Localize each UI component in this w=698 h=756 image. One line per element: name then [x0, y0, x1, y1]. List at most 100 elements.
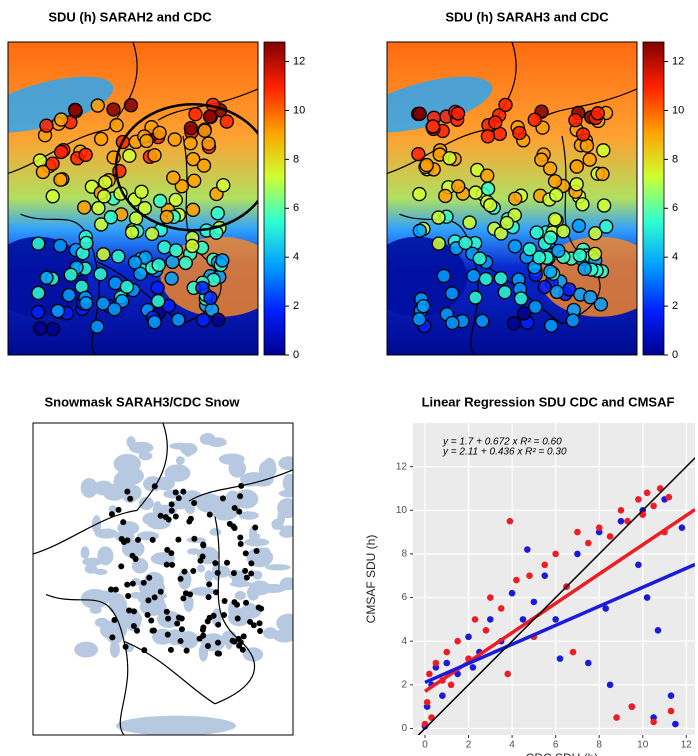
x-tick-label: 12	[681, 740, 693, 751]
station	[91, 200, 106, 216]
point	[569, 648, 577, 656]
y-tick-label: 10	[396, 505, 408, 516]
station	[468, 290, 483, 305]
station	[235, 635, 242, 642]
station	[132, 556, 139, 563]
station	[231, 524, 238, 531]
station	[133, 266, 148, 282]
identity-line	[417, 456, 695, 735]
snow-area	[150, 552, 175, 566]
x-tick-label: 4	[509, 740, 515, 751]
x-tick-label: 6	[553, 740, 559, 751]
station	[165, 516, 172, 523]
point	[447, 681, 455, 689]
snow-area	[278, 456, 293, 471]
snow-area	[218, 499, 241, 516]
point	[487, 616, 494, 623]
station	[31, 236, 46, 251]
point	[469, 664, 477, 671]
station	[219, 114, 234, 129]
point	[482, 626, 490, 634]
station	[111, 249, 126, 264]
station	[125, 592, 132, 599]
y-tick-label: 12	[396, 461, 408, 472]
map	[387, 42, 637, 355]
station	[214, 569, 221, 576]
station	[493, 271, 509, 286]
station	[181, 568, 188, 575]
station	[568, 112, 583, 128]
colorbar-tick-label: 4	[293, 251, 299, 263]
map-frame	[7, 41, 259, 356]
station	[164, 631, 171, 638]
station	[569, 159, 584, 174]
snow-area	[209, 528, 222, 536]
point	[530, 598, 538, 606]
snow-area	[183, 444, 193, 457]
colorbar	[642, 41, 665, 356]
station	[534, 152, 549, 167]
map	[8, 42, 258, 355]
station	[108, 586, 115, 593]
station	[175, 495, 182, 502]
station	[238, 482, 245, 489]
station	[148, 617, 155, 624]
station	[248, 570, 255, 577]
station	[488, 115, 503, 130]
point	[650, 718, 657, 726]
station	[242, 567, 249, 574]
station	[513, 291, 529, 306]
station	[256, 620, 263, 627]
colorbar-tick-label: 10	[293, 104, 305, 116]
station	[549, 284, 565, 300]
station	[150, 280, 165, 295]
station	[174, 620, 181, 627]
station	[472, 251, 487, 266]
station	[141, 647, 148, 654]
station	[498, 97, 513, 112]
point	[635, 496, 642, 503]
station	[164, 271, 179, 286]
station	[575, 197, 590, 212]
station	[157, 240, 172, 255]
station	[419, 157, 434, 173]
snow-area	[104, 528, 114, 535]
station	[157, 588, 164, 595]
station	[183, 136, 198, 151]
station	[411, 146, 426, 162]
point	[574, 550, 581, 558]
station	[95, 296, 111, 311]
station	[201, 136, 216, 151]
station	[149, 536, 156, 543]
snow-area	[277, 511, 286, 525]
station	[475, 313, 490, 329]
station	[127, 255, 143, 270]
station	[178, 626, 185, 633]
point	[471, 616, 479, 623]
station	[185, 238, 200, 254]
point	[506, 517, 514, 525]
snow-area	[260, 547, 272, 562]
snow-area	[129, 591, 144, 599]
colorbar-tick-label: 10	[672, 104, 684, 116]
station	[549, 187, 564, 203]
station	[215, 639, 222, 646]
snow-area	[93, 480, 114, 496]
colorbar-tick-label: 0	[293, 349, 299, 361]
station	[412, 223, 427, 238]
station	[94, 217, 109, 232]
station	[54, 144, 69, 160]
y-tick-label: 8	[401, 549, 407, 560]
station	[206, 511, 213, 518]
chart-title: SDU (h) SARAH3 and CDC	[445, 9, 609, 24]
border-line	[33, 423, 293, 735]
station	[30, 304, 46, 320]
snow-area	[80, 546, 90, 559]
point	[574, 528, 581, 536]
station	[164, 546, 171, 553]
station	[147, 314, 162, 330]
station	[199, 626, 206, 633]
station	[577, 261, 592, 276]
snow-area	[126, 436, 136, 448]
station	[124, 225, 140, 240]
